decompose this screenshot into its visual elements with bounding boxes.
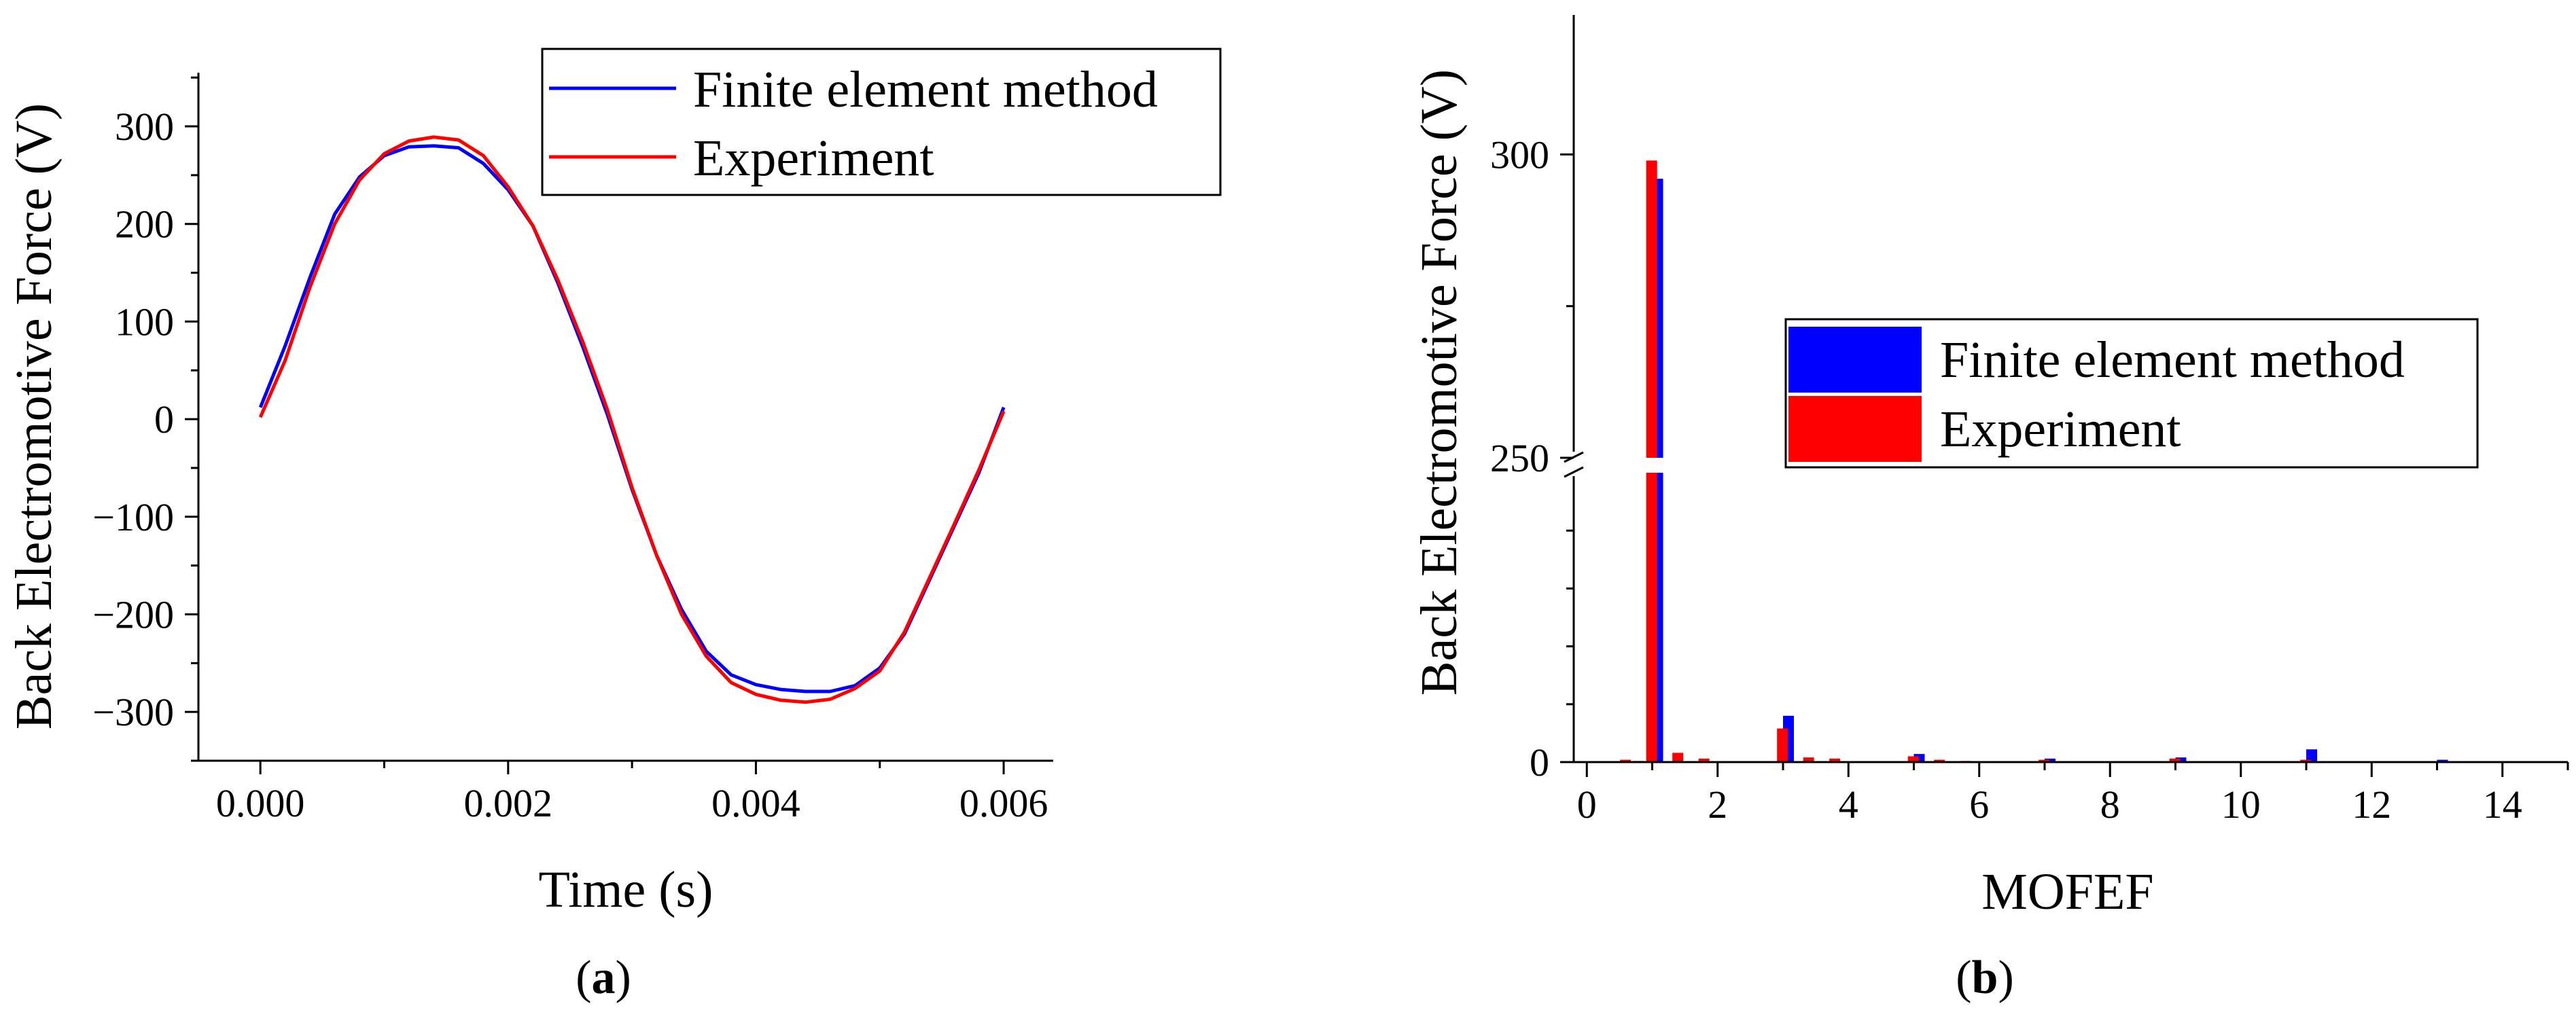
- panel-b-bar-fem: [2045, 758, 2055, 762]
- panel-a-series-experiment-line: [258, 135, 1006, 704]
- panel-b-axes: [1572, 15, 2568, 763]
- panel-b-x-tick-label: 2: [1708, 782, 1727, 827]
- panel-b-label: (b): [1956, 952, 2014, 1004]
- panel-a-legend-fem-label: Finite element method: [693, 61, 1158, 118]
- panel-a-x-tick-label: 0.000: [216, 781, 305, 825]
- panel-b-bar-fem: [2306, 749, 2317, 762]
- panel-b-bar-experiment: [1646, 473, 1657, 762]
- panel-b-y-tick-label: 300: [1490, 132, 1549, 177]
- panel-b-bar-fem: [2175, 757, 2187, 762]
- panel-b-x-tick-label: 6: [1969, 782, 1989, 827]
- panel-b-bar-experiment: [1803, 757, 1814, 762]
- panel-b-bar-fem: [2437, 759, 2448, 762]
- panel-a-y-tick-label: 100: [115, 300, 174, 344]
- panel-b-bar-experiment-upper: [1646, 160, 1657, 458]
- panel-b-x-tick-label: 0: [1577, 782, 1597, 827]
- panel-b-bars: [1620, 160, 2448, 762]
- panel-a-y-tick-label: 300: [115, 105, 174, 149]
- panel-b-legend-experiment-label: Experiment: [1940, 401, 2181, 458]
- panel-a-series-fem-line: [258, 144, 1006, 693]
- panel-a-y-tick-label: −300: [92, 690, 174, 734]
- panel-b-y-tick-label: 250: [1490, 436, 1549, 480]
- panel-b-bar-experiment: [2169, 758, 2181, 762]
- panel-b-bar-experiment: [1672, 753, 1684, 762]
- panel-a-x-tick-label: 0.006: [959, 781, 1048, 825]
- panel-a-y-tick-label: −100: [92, 495, 174, 539]
- panel-a-y-axis-title: Back Electromotive Force (V): [5, 103, 63, 729]
- panel-a-axes: [197, 73, 1053, 762]
- panel-b-bar-chart: 0 2 4 6 8 10 12 14 0 250 300 Back Electromotive Fo…: [1411, 15, 2569, 1004]
- panel-a-line-chart: 0.000 0.002 0.004 0.006 −300 −200 −100 0 100 200 3…: [5, 48, 1222, 1004]
- panel-b-axis-break: [1563, 451, 1590, 478]
- panel-a-ticks: 0.000 0.002 0.004 0.006 −300 −200 −100 0 100 200 3…: [92, 76, 1048, 825]
- panel-b-x-tick-label: 10: [2221, 782, 2261, 827]
- panel-a-x-axis-title: Time (s): [539, 861, 713, 918]
- panel-a-y-tick-label: 200: [115, 202, 174, 247]
- panel-b-x-tick-label: 4: [1839, 782, 1858, 827]
- panel-b-legend-fem-label: Finite element method: [1940, 331, 2405, 389]
- panel-b-bar-experiment: [1907, 756, 1919, 762]
- panel-a-legend-experiment-label: Experiment: [693, 130, 934, 187]
- panel-b-legend: Finite element method Experiment: [1784, 318, 2479, 469]
- panel-a-x-tick-label: 0.002: [464, 781, 553, 825]
- panel-b-bar-experiment: [1934, 759, 1945, 762]
- panel-a-y-tick-label: −200: [92, 592, 174, 636]
- panel-b-x-axis-title: MOFEF: [1981, 863, 2153, 920]
- panel-b-legend-experiment-swatch: [1788, 396, 1922, 462]
- panel-a-legend: Finite element method Experiment: [541, 48, 1222, 196]
- panel-b-x-tick-label: 8: [2100, 782, 2120, 827]
- panel-b-bar-fem: [1913, 754, 1925, 762]
- panel-a-legend-box: [541, 48, 1222, 196]
- panel-b-legend-fem-swatch: [1788, 327, 1922, 393]
- panel-b-bar-experiment: [1620, 759, 1631, 762]
- panel-b-y-axis-title: Back Electromotive Force (V): [1411, 69, 1468, 696]
- panel-b-x-tick-label: 14: [2483, 782, 2522, 827]
- panel-b-bar-experiment: [1777, 728, 1788, 762]
- panel-a-x-tick-label: 0.004: [711, 781, 800, 825]
- panel-b-bar-experiment: [1698, 758, 1710, 762]
- panel-a-label: (a): [576, 952, 631, 1004]
- panel-b-bar-experiment: [1829, 758, 1841, 762]
- panel-b-ticks: 0 2 4 6 8 10 12 14 0 250 300: [1490, 132, 2569, 827]
- panel-b-y-tick-label: 0: [1530, 740, 1549, 784]
- panel-b-axis-break-mark-lower: [1564, 466, 1584, 478]
- panel-b-x-tick-label: 12: [2352, 782, 2391, 827]
- panel-b-bar-experiment: [2300, 759, 2312, 762]
- panel-a-series: [258, 135, 1006, 704]
- panel-b-bar-experiment: [2039, 759, 2050, 762]
- panel-a-y-tick-label: 0: [154, 397, 174, 441]
